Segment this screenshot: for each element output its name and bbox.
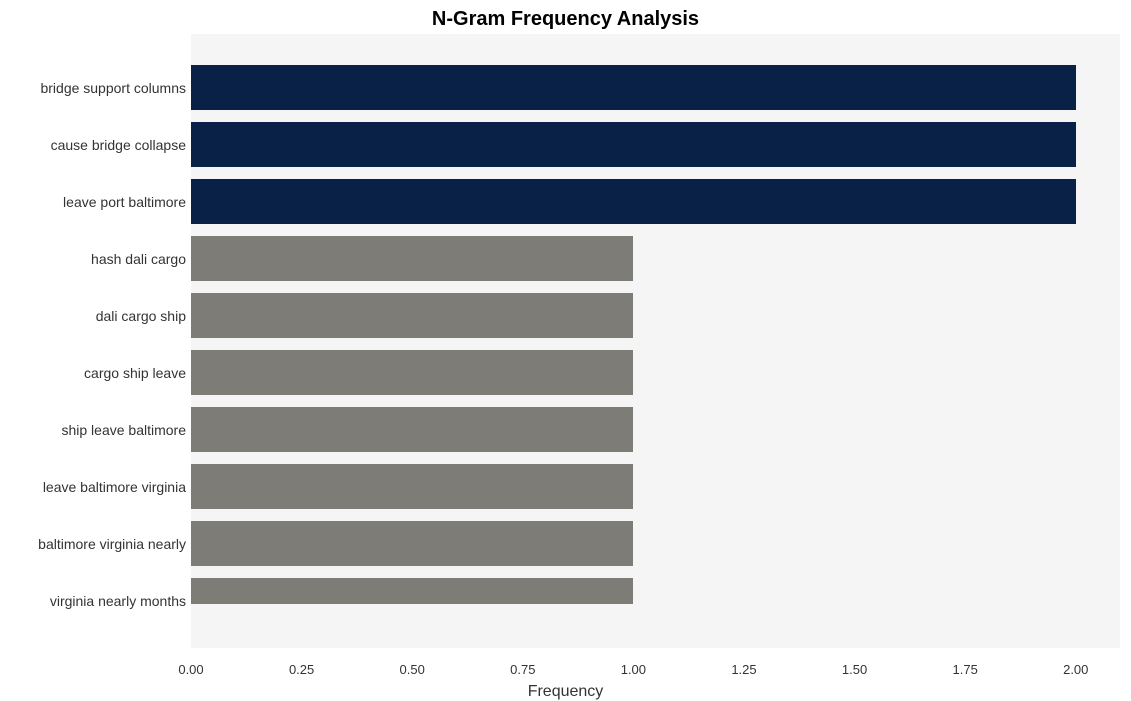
x-tick-label: 1.00: [621, 662, 646, 677]
y-tick-label: dali cargo ship: [96, 308, 186, 324]
y-tick-label: cargo ship leave: [84, 365, 186, 381]
y-tick-label: leave port baltimore: [63, 194, 186, 210]
bar: [191, 236, 633, 281]
y-tick-label: baltimore virginia nearly: [38, 536, 186, 552]
bars-region: [191, 34, 1120, 648]
bar: [191, 122, 1076, 167]
bar: [191, 350, 633, 395]
x-tick-label: 0.75: [510, 662, 535, 677]
x-tick-label: 0.50: [400, 662, 425, 677]
y-tick-label: leave baltimore virginia: [43, 479, 186, 495]
x-tick-label: 1.75: [953, 662, 978, 677]
y-tick-label: cause bridge collapse: [51, 137, 186, 153]
bar: [191, 65, 1076, 110]
x-tick-label: 0.00: [178, 662, 203, 677]
plot-area: [191, 34, 1120, 648]
y-tick-label: ship leave baltimore: [61, 422, 186, 438]
y-tick-label: hash dali cargo: [91, 251, 186, 267]
bar: [191, 407, 633, 452]
x-tick-label: 1.25: [731, 662, 756, 677]
ngram-chart: N-Gram Frequency Analysis bridge support…: [0, 0, 1131, 701]
bar: [191, 464, 633, 509]
y-tick-label: virginia nearly months: [50, 593, 186, 609]
x-tick-label: 1.50: [842, 662, 867, 677]
plot-band: [191, 604, 1120, 648]
x-axis-label: Frequency: [0, 683, 1131, 701]
bar: [191, 521, 633, 566]
y-tick-label: bridge support columns: [40, 80, 186, 96]
bar: [191, 179, 1076, 224]
bar: [191, 293, 633, 338]
x-tick-label: 2.00: [1063, 662, 1088, 677]
x-tick-label: 0.25: [289, 662, 314, 677]
chart-title: N-Gram Frequency Analysis: [0, 8, 1131, 31]
